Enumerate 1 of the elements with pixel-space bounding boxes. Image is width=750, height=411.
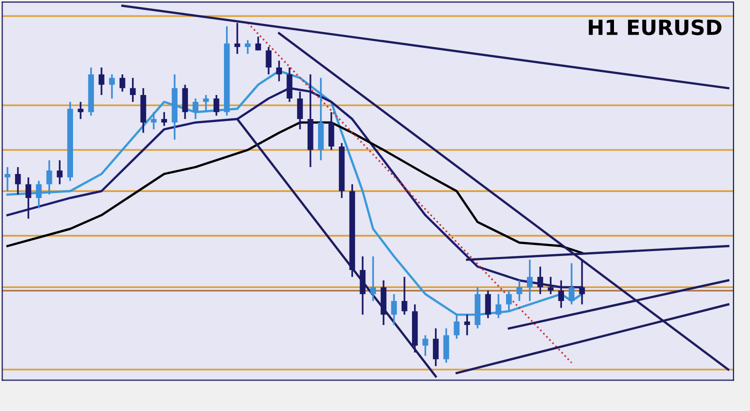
- chart-title: H1 EURUSD: [588, 19, 722, 36]
